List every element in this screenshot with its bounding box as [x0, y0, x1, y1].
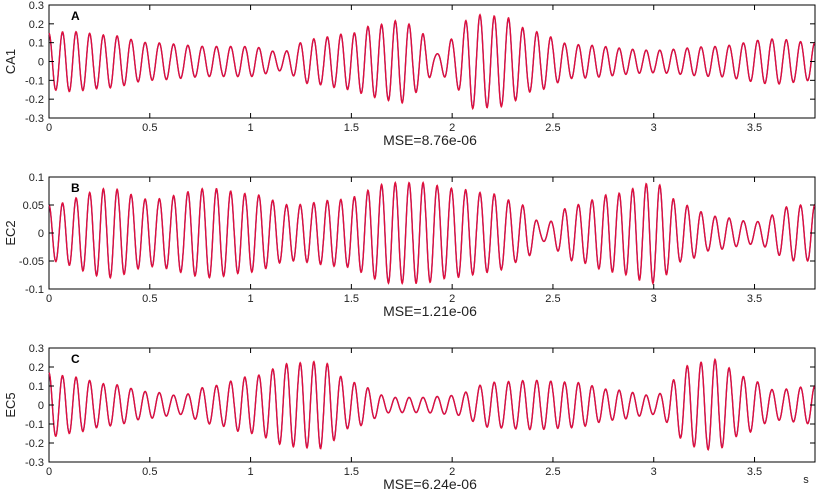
reconstructed-signal-line [48, 180, 816, 286]
x-tick-label: 0.5 [142, 293, 157, 305]
y-tick-label: -0.1 [25, 75, 44, 87]
plot-area [48, 4, 816, 119]
x-tick-label: 1 [248, 466, 254, 478]
y-tick-label: 0 [38, 400, 44, 412]
x-axis-label: MSE=6.24e-06 [383, 476, 477, 491]
x-tick-label: 0 [46, 122, 52, 134]
y-tick-label: -0.2 [25, 438, 44, 450]
chart-panel-c: 0 0.5 1 1.5 2 2.5 3 3.5 0.3 0.2 0.1 0 -0.1 -0.2 -0.3 EC… [3, 343, 816, 491]
x-tick-label: 1.5 [344, 122, 359, 134]
y-tick-label: 0.1 [29, 172, 44, 184]
reconstructed-signal-line [48, 13, 816, 111]
y-tick-label: 0.05 [23, 200, 44, 212]
y-axis-label: EC2 [3, 220, 18, 245]
x-tick-label: 3.5 [747, 466, 762, 478]
x-tick-label: 1.5 [344, 293, 359, 305]
x-tick-label: 0.5 [142, 466, 157, 478]
x-tick-label: 3.5 [747, 293, 762, 305]
panel-label: A [71, 9, 80, 23]
x-axis-label: MSE=1.21e-06 [383, 303, 477, 319]
y-tick-label: -0.1 [25, 284, 44, 296]
chart-panel-b: 0 0.5 1 1.5 2 2.5 3 3.5 0.1 0.05 0 -0.05 -0.1 EC2 MSE=… [3, 172, 816, 319]
y-tick-label: 0.3 [29, 343, 44, 355]
y-tick-label: -0.05 [19, 256, 44, 268]
chart-panel-a: 0 0.5 1 1.5 2 2.5 3 3.5 0.3 0.2 0.1 0 -0.1 -0.2 -0.3 CA… [3, 0, 816, 148]
y-tick-label: -0.3 [25, 457, 44, 469]
x-tick-label: 1.5 [344, 466, 359, 478]
y-tick-label: 0.2 [29, 19, 44, 31]
x-tick-label: 0 [46, 466, 52, 478]
x-tick-label: 1 [248, 293, 254, 305]
x-tick-label: 3.5 [747, 122, 762, 134]
x-tick-label: 3 [651, 122, 657, 134]
y-tick-label: 0.1 [29, 381, 44, 393]
x-tick-label: 2 [449, 293, 455, 305]
x-tick-label: 3 [651, 293, 657, 305]
y-tick-label: 0 [38, 228, 44, 240]
y-tick-label: -0.1 [25, 419, 44, 431]
y-tick-label: 0.1 [29, 38, 44, 50]
x-tick-label: 2 [449, 122, 455, 134]
x-tick-label: 2.5 [545, 293, 560, 305]
x-tick-label: 3 [651, 466, 657, 478]
x-tick-label: 0 [46, 293, 52, 305]
y-tick-label: 0.2 [29, 362, 44, 374]
reconstructed-signal-line [48, 357, 816, 451]
panel-label: B [71, 181, 80, 195]
x-tick-label: 2 [449, 466, 455, 478]
x-unit-label: s [803, 474, 809, 486]
y-tick-label: 0 [38, 57, 44, 69]
x-tick-label: 1 [248, 122, 254, 134]
x-tick-label: 2.5 [545, 466, 560, 478]
panel-label: C [71, 352, 80, 366]
x-axis-label: MSE=8.76e-06 [383, 132, 477, 148]
y-axis-label: CA1 [3, 49, 18, 74]
y-tick-label: -0.2 [25, 94, 44, 106]
y-tick-label: 0.3 [29, 0, 44, 12]
y-axis-label: EC5 [3, 392, 18, 417]
y-tick-label: -0.3 [25, 113, 44, 125]
x-tick-label: 2.5 [545, 122, 560, 134]
x-tick-label: 0.5 [142, 122, 157, 134]
